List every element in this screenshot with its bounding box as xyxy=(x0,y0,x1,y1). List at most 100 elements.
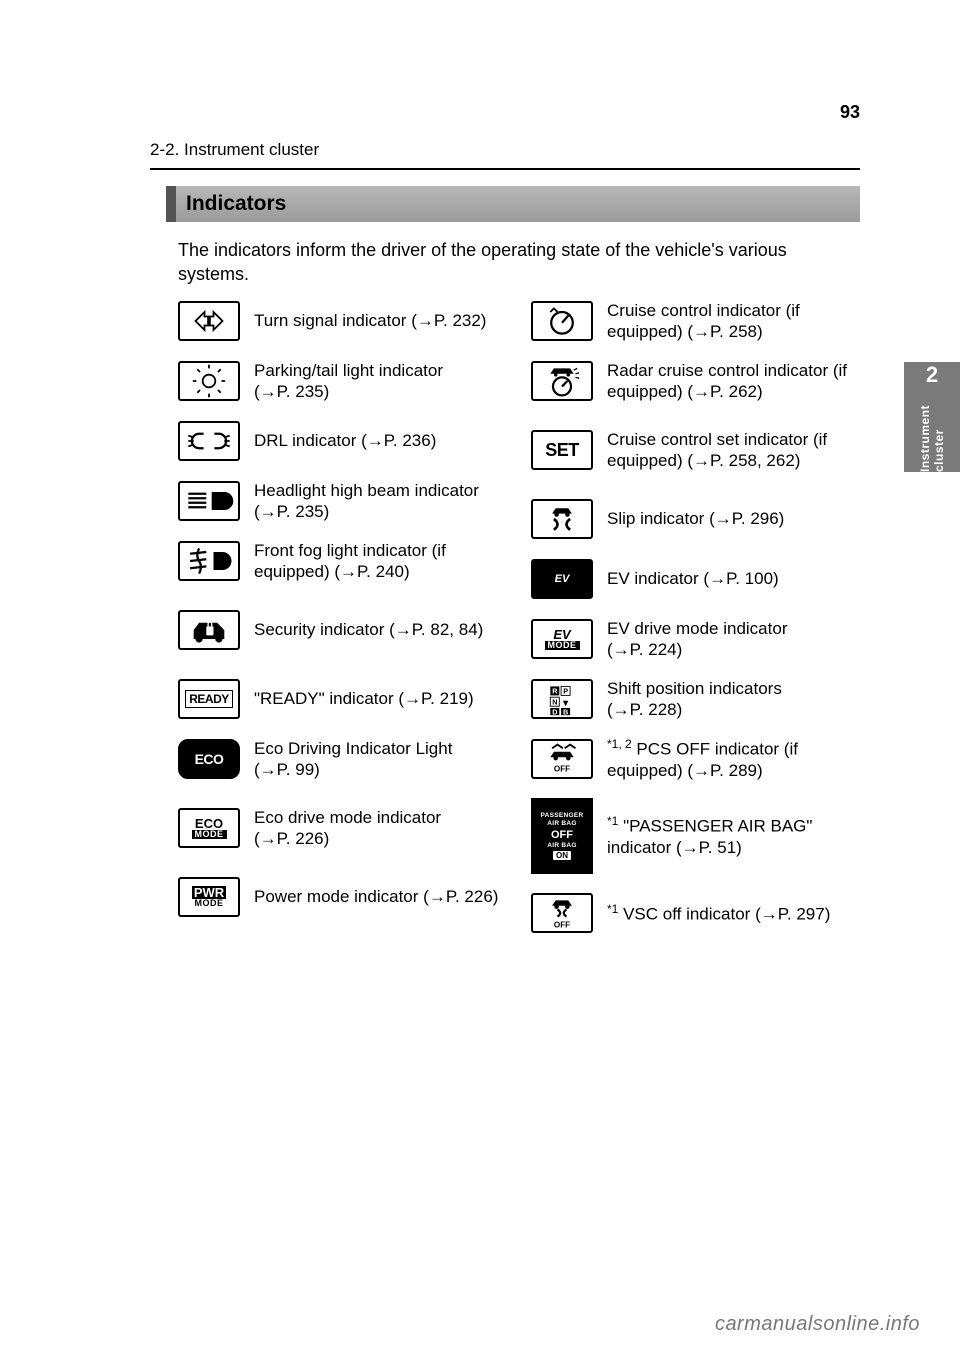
indicator-label: Cruise control indicator (if equipped) (… xyxy=(607,300,860,343)
indicator-name: EV indicator xyxy=(607,569,699,588)
indicator-row: Cruise control indicator (if equipped) (… xyxy=(531,292,860,350)
indicator-label: Parking/tail light indicator (→P. 235) xyxy=(254,360,507,403)
pwr-mode-icon: PWRMODE xyxy=(178,877,240,917)
indicator-name: VSC off indicator xyxy=(623,904,750,923)
indicator-row: DRL indicator (→P. 236) xyxy=(178,412,507,470)
indicator-label: *1 "PASSENGER AIR BAG" indicator (→P. 51… xyxy=(607,814,860,858)
page-reference: (→P. 228) xyxy=(607,700,682,719)
footnote-marker: *1 xyxy=(607,902,618,916)
page-reference: (→P. 235) xyxy=(254,502,329,521)
parking-tail-icon xyxy=(178,361,240,401)
svg-text:OFF: OFF xyxy=(554,765,570,774)
svg-text:D: D xyxy=(552,707,557,716)
page-reference: (→P. 51) xyxy=(676,838,742,857)
indicator-row: Security indicator (→P. 82, 84) xyxy=(178,592,507,668)
indicator-row: Headlight high beam indicator (→P. 235) xyxy=(178,472,507,530)
page-reference: (→P. 226) xyxy=(423,887,498,906)
indicator-label: *1 VSC off indicator (→P. 297) xyxy=(607,902,830,925)
indicator-row: SETCruise control set indicator (if equi… xyxy=(531,412,860,488)
page-reference: (→P. 226) xyxy=(254,829,329,848)
indicator-row: Slip indicator (→P. 296) xyxy=(531,490,860,548)
indicator-label: Cruise control set indicator (if equippe… xyxy=(607,429,860,472)
page-reference: (→P. 240) xyxy=(334,562,409,581)
security-icon xyxy=(178,610,240,650)
indicator-name: DRL indicator xyxy=(254,431,356,450)
indicator-row: ECOMODE Eco drive mode indicator (→P. 226… xyxy=(178,790,507,866)
section-intro: The indicators inform the driver of the … xyxy=(178,238,860,287)
page-reference: (→P. 219) xyxy=(398,689,473,708)
indicator-label: Slip indicator (→P. 296) xyxy=(607,508,784,529)
page-reference: (→P. 232) xyxy=(411,311,486,330)
indicator-row: Radar cruise control indicator (if equip… xyxy=(531,352,860,410)
indicator-label: Eco Driving Indicator Light (→P. 99) xyxy=(254,738,507,781)
drl-icon xyxy=(178,421,240,461)
indicator-label: Security indicator (→P. 82, 84) xyxy=(254,619,483,640)
indicator-name: EV drive mode indicator xyxy=(607,619,787,638)
indicator-label: Front fog light indicator (if equipped) … xyxy=(254,540,507,583)
page-reference: (→P. 82, 84) xyxy=(389,620,483,639)
svg-text:B: B xyxy=(563,707,568,716)
indicator-name: Parking/tail light indicator xyxy=(254,361,443,380)
indicator-label: *1, 2 PCS OFF indicator (if equipped) (→… xyxy=(607,737,860,781)
indicator-row: PASSENGERAIR BAGOFFAIR BAGON *1 "PASSENGE… xyxy=(531,790,860,882)
indicator-row: READY "READY" indicator (→P. 219) xyxy=(178,670,507,728)
indicator-label: Eco drive mode indicator (→P. 226) xyxy=(254,807,507,850)
indicator-label: "READY" indicator (→P. 219) xyxy=(254,688,474,709)
pcs-off-icon: OFF xyxy=(531,739,593,779)
shift-icon: RPNDB xyxy=(531,679,593,719)
high-beam-icon xyxy=(178,481,240,521)
indicator-label: Turn signal indicator (→P. 232) xyxy=(254,310,486,331)
indicator-name: Slip indicator xyxy=(607,509,704,528)
chapter-side-tab: 2 Instrument cluster xyxy=(904,362,960,472)
page-reference: (→P. 296) xyxy=(709,509,784,528)
indicator-name: Power mode indicator xyxy=(254,887,418,906)
indicator-name: Security indicator xyxy=(254,620,384,639)
indicator-label: Shift position indicators (→P. 228) xyxy=(607,678,860,721)
page-reference: (→P. 297) xyxy=(755,904,830,923)
cruise-icon xyxy=(531,301,593,341)
indicator-label: Power mode indicator (→P. 226) xyxy=(254,886,498,907)
airbag-icon: PASSENGERAIR BAGOFFAIR BAGON xyxy=(531,798,593,874)
page-number: 93 xyxy=(840,102,860,123)
section-header-accent xyxy=(166,186,176,222)
indicator-row: OFF *1, 2 PCS OFF indicator (if equipped)… xyxy=(531,730,860,788)
eco-drive-icon: ECO xyxy=(178,739,240,779)
indicator-label: EV indicator (→P. 100) xyxy=(607,568,779,589)
slip-icon xyxy=(531,499,593,539)
indicator-name: Eco drive mode indicator xyxy=(254,808,441,827)
page-reference: (→P. 258) xyxy=(687,322,762,341)
indicator-name: Headlight high beam indicator xyxy=(254,481,479,500)
indicator-column-right: Cruise control indicator (if equipped) (… xyxy=(531,292,860,944)
watermark: carmanualsonline.info xyxy=(715,1313,920,1336)
indicator-label: Radar cruise control indicator (if equip… xyxy=(607,360,860,403)
footnote-marker: *1, 2 xyxy=(607,737,632,751)
indicator-column-left: Turn signal indicator (→P. 232) Parking/t… xyxy=(178,292,507,944)
fog-icon xyxy=(178,541,240,581)
indicator-name: Eco Driving Indicator Light xyxy=(254,739,452,758)
chapter-number: 2 xyxy=(926,362,938,388)
indicator-row: OFF *1 VSC off indicator (→P. 297) xyxy=(531,884,860,942)
vsc-off-icon: OFF xyxy=(531,893,593,933)
svg-text:R: R xyxy=(552,687,558,696)
indicator-row: Parking/tail light indicator (→P. 235) xyxy=(178,352,507,410)
chapter-label: Instrument cluster xyxy=(918,394,946,472)
page-reference: (→P. 236) xyxy=(361,431,436,450)
page-reference: (→P. 235) xyxy=(254,382,329,401)
indicator-name: "READY" indicator xyxy=(254,689,394,708)
page-reference: (→P. 258, 262) xyxy=(687,451,800,470)
indicator-row: EVMODEEV drive mode indicator (→P. 224) xyxy=(531,610,860,668)
eco-mode-icon: ECOMODE xyxy=(178,808,240,848)
svg-text:N: N xyxy=(552,697,557,706)
footnote-marker: *1 xyxy=(607,814,618,828)
radar-cruise-icon xyxy=(531,361,593,401)
ev-mode-icon: EVMODE xyxy=(531,619,593,659)
ev-icon: EV xyxy=(531,559,593,599)
page-reference: (→P. 289) xyxy=(687,761,762,780)
ready-icon: READY xyxy=(178,679,240,719)
indicator-row: ECO Eco Driving Indicator Light (→P. 99) xyxy=(178,730,507,788)
manual-page: 93 2-2. Instrument cluster Indicators Th… xyxy=(0,0,960,1358)
section-title: Indicators xyxy=(186,192,286,216)
turn-signal-icon xyxy=(178,301,240,341)
indicator-name: Turn signal indicator xyxy=(254,311,406,330)
indicator-name: Shift position indicators xyxy=(607,679,782,698)
